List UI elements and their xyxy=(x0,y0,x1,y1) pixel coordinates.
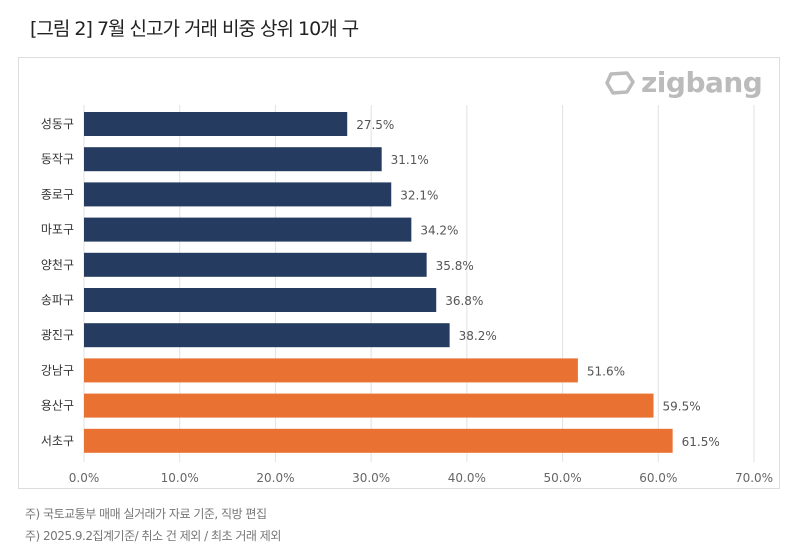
y-category-label: 서초구 xyxy=(41,434,74,448)
data-label: 32.1% xyxy=(400,188,438,202)
y-category-label: 송파구 xyxy=(41,293,74,307)
y-category-label: 용산구 xyxy=(41,399,74,413)
bar xyxy=(84,147,382,172)
y-category-label: 광진구 xyxy=(41,328,74,342)
y-category-label: 종로구 xyxy=(41,187,74,201)
zigbang-logo-icon xyxy=(605,70,635,95)
zigbang-logo: zigbang xyxy=(605,66,763,99)
data-label: 31.1% xyxy=(391,153,429,167)
y-category-label: 성동구 xyxy=(41,117,74,131)
data-label: 35.8% xyxy=(436,259,474,273)
x-tick-label: 0.0% xyxy=(69,471,100,485)
y-category-label: 강남구 xyxy=(41,363,74,377)
x-tick-label: 50.0% xyxy=(544,471,582,485)
x-tick-label: 70.0% xyxy=(735,471,773,485)
data-label: 59.5% xyxy=(663,400,701,414)
data-label: 61.5% xyxy=(682,435,720,449)
bar xyxy=(84,182,392,207)
x-tick-label: 40.0% xyxy=(448,471,486,485)
x-tick-label: 10.0% xyxy=(161,471,199,485)
data-label: 27.5% xyxy=(356,118,394,132)
data-label: 38.2% xyxy=(459,329,497,343)
logo-text: zigbang xyxy=(641,66,763,99)
bar xyxy=(84,358,578,383)
y-category-label: 양천구 xyxy=(41,257,74,272)
bar xyxy=(84,252,427,277)
data-label: 34.2% xyxy=(420,224,458,238)
data-label: 51.6% xyxy=(587,364,625,378)
x-tick-label: 60.0% xyxy=(639,471,677,485)
footnote-2: 주) 2025.9.2집계기준/ 취소 건 제외 / 최초 거래 제외 xyxy=(25,529,281,543)
y-category-label: 동작구 xyxy=(41,152,74,166)
bar xyxy=(84,393,654,418)
chart-title: [그림 2] 7월 신고가 거래 비중 상위 10개 구 xyxy=(30,18,359,40)
chart-frame xyxy=(18,57,780,489)
bar xyxy=(84,217,412,242)
data-label: 36.8% xyxy=(445,294,483,308)
x-tick-label: 20.0% xyxy=(256,471,294,485)
bar xyxy=(84,323,450,348)
bar xyxy=(84,288,437,312)
y-category-label: 마포구 xyxy=(41,223,74,237)
footnote-1: 주) 국토교통부 매매 실거래가 자료 기준, 직방 편집 xyxy=(25,507,267,521)
x-tick-label: 30.0% xyxy=(352,471,390,485)
bar xyxy=(84,112,348,136)
bar xyxy=(84,428,673,453)
